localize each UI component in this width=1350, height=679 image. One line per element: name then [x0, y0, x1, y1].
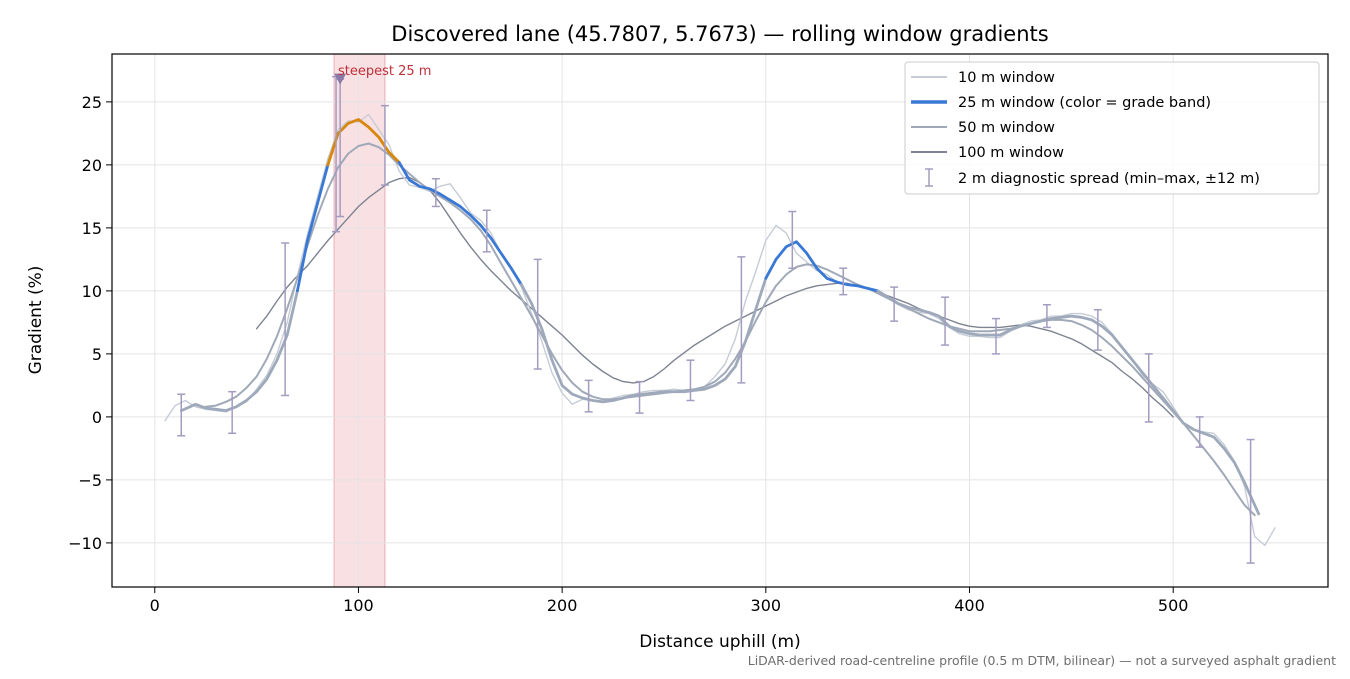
series-50m-line — [204, 142, 1256, 517]
error-bar — [482, 209, 491, 253]
x-tick-label: 100 — [343, 596, 374, 615]
x-tick-label: 500 — [1158, 596, 1189, 615]
error-bar — [1195, 416, 1204, 448]
x-axis-label: Distance uphill (m) — [639, 632, 800, 652]
legend-label-100m: 100 m window — [958, 145, 1064, 161]
series-10m-line — [164, 113, 1276, 547]
error-bar — [1093, 309, 1102, 351]
y-tick-label: 10 — [82, 282, 102, 301]
error-bar — [1042, 303, 1051, 329]
steepest-marker — [334, 73, 347, 85]
legend-label-25m: 25 m window (color = grade band) — [958, 95, 1211, 111]
error-bar — [941, 296, 950, 346]
legend-label-10m: 10 m window — [958, 70, 1055, 86]
y-tick-label: 20 — [82, 156, 102, 175]
x-tick-label: 400 — [954, 596, 985, 615]
error-bar — [737, 256, 746, 384]
y-tick-label: 25 — [82, 93, 102, 112]
error-bar — [228, 390, 237, 435]
legend-label-50m: 50 m window — [958, 120, 1055, 136]
error-bar — [584, 379, 593, 413]
plot-frame — [111, 53, 1329, 588]
series-25m-segment — [296, 163, 330, 293]
y-axis-label: Gradient (%) — [26, 266, 46, 375]
x-tick-label: 300 — [751, 596, 782, 615]
error-bar — [991, 317, 1000, 355]
error-bar — [177, 393, 186, 437]
y-tick-label: 15 — [82, 219, 102, 238]
error-bar — [431, 177, 440, 208]
y-tick-label: −5 — [78, 471, 102, 490]
legend-swatch-errorbar — [925, 168, 933, 187]
error-bar — [380, 104, 389, 186]
steepest-band — [333, 53, 386, 588]
y-tick-label: −10 — [68, 534, 102, 553]
series-25m-segment — [520, 276, 768, 404]
y-tick-label: 0 — [92, 408, 102, 427]
error-bar — [788, 210, 797, 269]
legend: 10 m window 25 m window (color = grade b… — [904, 61, 1320, 195]
series-25m-segment — [764, 240, 880, 293]
chart-title: Discovered lane (45.7807, 5.7673) — roll… — [391, 22, 1048, 46]
error-bar — [686, 359, 695, 402]
error-bar — [635, 380, 644, 414]
x-tick-label: 0 — [150, 596, 160, 615]
x-tick-label: 200 — [547, 596, 578, 615]
error-bar — [533, 258, 542, 370]
error-bar — [1144, 353, 1153, 423]
series-25m-segment — [876, 289, 1261, 516]
error-bar — [1246, 438, 1255, 564]
steepest-label: steepest 25 m — [338, 64, 431, 79]
y-tick-label: 5 — [92, 345, 102, 364]
footnote: LiDAR-derived road-centreline profile (0… — [748, 653, 1336, 668]
legend-frame — [904, 61, 1320, 195]
series-25m-segment — [397, 161, 523, 286]
error-bar — [839, 267, 848, 296]
series-25m-segment — [179, 289, 299, 412]
error-bar — [281, 242, 290, 397]
legend-label-errorbar: 2 m diagnostic spread (min–max, ±12 m) — [958, 171, 1260, 187]
error-bar — [890, 286, 899, 322]
